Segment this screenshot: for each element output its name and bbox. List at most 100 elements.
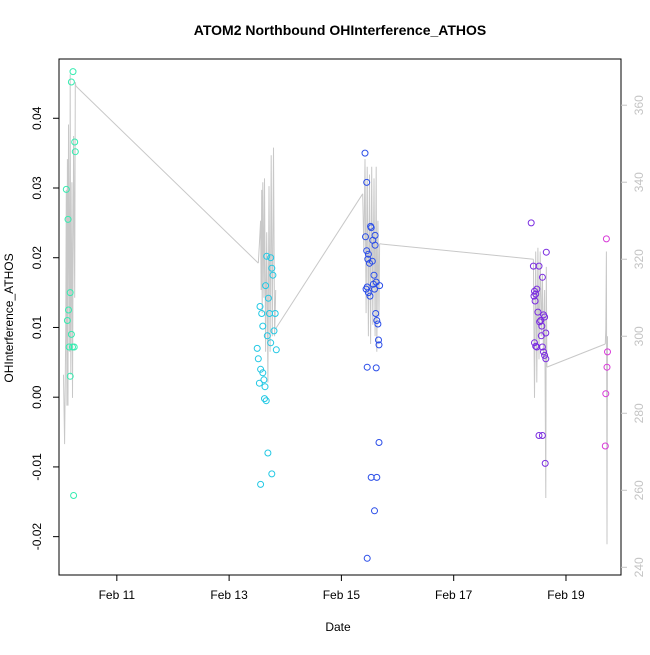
data-point-s4-19 (531, 339, 538, 347)
data-point-s2-19 (259, 322, 267, 330)
data-point-s5-4 (602, 390, 610, 398)
data-point-s2-25 (264, 449, 272, 457)
secondary-line-3 (257, 147, 277, 383)
secondary-line-1 (63, 74, 77, 445)
data-point-s1-5 (65, 343, 73, 351)
x-axis-label: Date (325, 620, 351, 634)
x-tick-label-5: Feb 19 (547, 588, 585, 602)
data-point-s2-15 (269, 271, 277, 279)
data-point-s4-5 (530, 292, 538, 300)
secondary-line-4 (275, 193, 364, 329)
secondary-line-8 (546, 343, 606, 368)
secondary-line-6 (379, 243, 534, 260)
secondary-line-9 (604, 251, 608, 545)
data-point-s4-24 (541, 351, 549, 359)
y-tick-label-4: 0.01 (30, 315, 44, 339)
secondary-line-layer (63, 74, 608, 545)
data-point-s3-34 (371, 231, 379, 239)
y2-tick-label-1: 240 (632, 557, 646, 577)
secondary-line-7 (532, 247, 548, 499)
data-point-s2-22 (261, 383, 269, 391)
data-point-s3-28 (372, 364, 380, 372)
chart-title: ATOM2 Northbound OHInterference_ATHOS (194, 22, 486, 38)
data-point-s2-20 (263, 332, 271, 340)
data-point-s1-3 (63, 317, 71, 324)
data-point-s4-26 (535, 432, 543, 439)
data-point-s3-29 (375, 439, 383, 446)
x-tick-label-4: Feb 17 (435, 588, 473, 602)
data-point-s4-11 (534, 308, 542, 316)
data-point-s2-8 (260, 376, 268, 384)
data-point-s1-2 (64, 215, 72, 223)
y-tick-label-2: -0.01 (30, 453, 44, 481)
data-point-s1-13 (71, 148, 79, 156)
data-point-s3-21 (371, 285, 378, 293)
data-point-s3-11 (371, 241, 379, 249)
y-axis-label: OHInterference_ATHOS (2, 253, 16, 382)
data-point-s1-4 (65, 306, 72, 314)
data-point-s3-33 (363, 554, 371, 562)
data-point-s3-20 (369, 280, 377, 288)
data-point-s3-5 (364, 250, 372, 258)
data-point-s4-20 (532, 342, 540, 350)
data-point-s1-6 (66, 289, 74, 297)
data-point-s3-12 (368, 257, 376, 265)
y2-tick-label-2: 260 (632, 480, 646, 500)
data-point-s1-12 (71, 138, 79, 146)
data-point-s4-27 (538, 432, 546, 439)
data-point-s1-7 (67, 330, 75, 338)
y-axis-right: 240 260 280 300 320 340 360 (621, 95, 646, 577)
data-point-s1-15 (70, 492, 78, 499)
data-point-s2-21 (267, 339, 275, 347)
data-point-s3-3 (362, 233, 369, 241)
data-point-s4-10 (542, 248, 550, 256)
y-tick-label-6: 0.03 (30, 176, 44, 200)
data-point-s4-12 (536, 318, 544, 326)
y2-tick-label-6: 340 (632, 172, 646, 192)
data-point-s1-11 (69, 68, 77, 76)
y2-tick-label-7: 360 (632, 95, 646, 115)
data-point-s2-13 (267, 254, 275, 262)
data-point-s2-5 (257, 365, 265, 373)
data-point-s3-23 (373, 317, 381, 324)
y-axis-left: -0.02 -0.01 0.00 0.01 0.02 0.03 0.04 (30, 106, 59, 550)
y-tick-label-5: 0.02 (30, 246, 44, 270)
data-point-s1-9 (66, 372, 74, 380)
data-point-s2-14 (268, 264, 276, 272)
data-point-s2-24 (262, 397, 270, 405)
x-axis: Feb 11 Feb 13 Feb 15 Feb 17 Feb 19 (99, 575, 585, 602)
data-point-s2-6 (255, 379, 263, 387)
data-point-s3-27 (363, 363, 371, 371)
data-point-s5-2 (604, 348, 611, 356)
x-tick-label-3: Feb 15 (323, 588, 361, 602)
points-layer (62, 68, 611, 562)
y2-tick-label-3: 280 (632, 403, 646, 423)
data-point-s3-32 (371, 507, 378, 515)
data-point-s2-11 (264, 294, 272, 302)
data-point-s1-1 (62, 185, 70, 193)
y2-tick-label-4: 300 (632, 326, 646, 346)
data-point-s4-22 (538, 343, 546, 351)
data-point-s3-7 (364, 255, 372, 263)
data-point-s4-28 (541, 459, 549, 467)
data-point-s4-23 (540, 348, 547, 356)
data-point-s4-6 (531, 297, 539, 305)
data-point-s2-4 (258, 310, 266, 317)
data-point-s4-7 (533, 285, 541, 293)
data-point-s4-4 (532, 290, 540, 298)
data-point-s4-18 (537, 332, 545, 340)
data-point-s3-24 (374, 320, 382, 328)
data-point-s3-26 (375, 341, 383, 349)
data-point-s3-18 (364, 289, 372, 297)
x-tick-label-2: Feb 13 (210, 588, 248, 602)
y-tick-label-1: -0.02 (30, 523, 44, 551)
data-point-s1-14 (70, 343, 78, 351)
y-tick-label-3: 0.00 (30, 385, 44, 409)
y2-tick-label-5: 320 (632, 249, 646, 269)
data-point-s2-18 (272, 346, 280, 354)
data-point-s2-23 (261, 395, 268, 403)
data-point-s2-1 (253, 344, 261, 352)
data-point-s5-3 (603, 363, 611, 371)
